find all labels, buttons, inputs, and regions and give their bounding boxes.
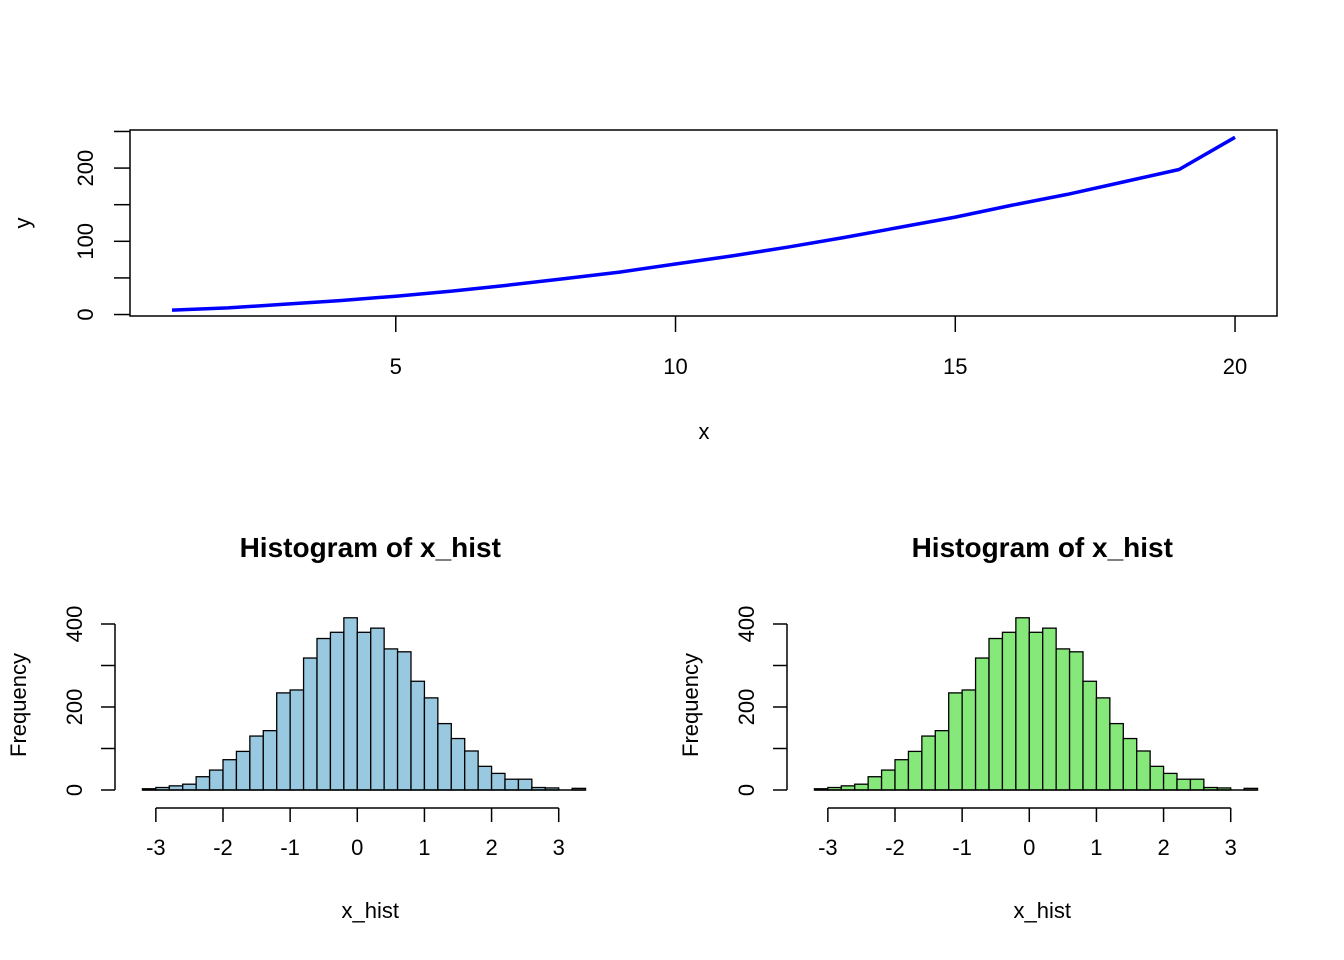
y-tick-label: 200 xyxy=(62,689,87,726)
y-tick-label: 0 xyxy=(62,784,87,796)
y-axis-label: Frequency xyxy=(6,653,31,757)
histogram-bar xyxy=(276,692,291,791)
histogram-bar xyxy=(316,637,332,791)
histogram-bar xyxy=(974,657,990,791)
histogram-bar xyxy=(222,759,238,791)
histogram-bar xyxy=(1055,648,1071,791)
histogram-bar xyxy=(880,769,896,791)
x-tick-label: -3 xyxy=(818,835,838,860)
histogram-bar xyxy=(1122,737,1138,791)
x-tick-label: -3 xyxy=(146,835,166,860)
histogram-bar xyxy=(329,631,345,791)
x-tick-label: -2 xyxy=(213,835,233,860)
histogram-bar xyxy=(1109,722,1124,791)
histogram-bar xyxy=(477,765,493,791)
x-axis-label: x_hist xyxy=(342,898,399,923)
histogram-bar xyxy=(262,730,278,791)
histogram-bar xyxy=(1095,697,1111,791)
histogram-bar xyxy=(249,735,264,791)
chart-title: Histogram of x_hist xyxy=(240,532,501,563)
histogram-bar xyxy=(450,737,466,791)
histogram-bar xyxy=(437,722,452,791)
histogram-bar xyxy=(867,776,883,791)
x-tick-label: -1 xyxy=(280,835,300,860)
y-tick-label: 400 xyxy=(734,606,759,643)
histogram-panel-green: Histogram of x_hist -3 -2 -1 0 1 2 3 0 200 400 x_hi… xyxy=(678,532,1259,923)
histogram-bar xyxy=(921,735,936,791)
histogram-bar xyxy=(1189,778,1205,791)
histogram-bar xyxy=(1136,750,1151,791)
histogram-bar xyxy=(356,631,372,791)
series-line xyxy=(171,135,1236,312)
y-tick-label: 200 xyxy=(73,150,98,187)
x-tick-label: 0 xyxy=(1023,835,1035,860)
histogram-bar xyxy=(1149,765,1165,791)
y-tick-label: 200 xyxy=(734,689,759,726)
histogram-bar xyxy=(961,689,977,791)
histogram-bar xyxy=(383,648,399,791)
x-tick-label: 0 xyxy=(351,835,363,860)
histogram-bar xyxy=(195,776,211,791)
histogram-bar xyxy=(1001,631,1017,791)
x-tick-label: -2 xyxy=(885,835,905,860)
histogram-bar xyxy=(235,750,251,791)
x-tick-label: 1 xyxy=(1090,835,1102,860)
y-tick-label: 400 xyxy=(62,606,87,643)
x-tick-label: 3 xyxy=(1225,835,1237,860)
y-axis-label: y xyxy=(10,218,35,229)
chart-title: Histogram of x_hist xyxy=(912,532,1173,563)
x-axis-label: x xyxy=(699,419,710,444)
histogram-bar xyxy=(208,769,224,791)
x-tick-label: 20 xyxy=(1223,354,1247,379)
y-tick-label: 0 xyxy=(73,308,98,320)
histogram-bar xyxy=(464,750,479,791)
histogram-bar xyxy=(1042,627,1057,791)
y-axis-label: Frequency xyxy=(678,653,703,757)
plot-frame xyxy=(129,129,1278,317)
histogram-bar xyxy=(1176,778,1192,791)
histogram-bar xyxy=(948,692,963,791)
histogram-bar xyxy=(934,730,950,791)
histogram-bar xyxy=(1068,651,1084,791)
histogram-bar xyxy=(894,759,910,791)
histogram-bar xyxy=(490,772,506,791)
x-tick-label: 2 xyxy=(485,835,497,860)
histogram-bar xyxy=(410,680,426,791)
histogram-bar xyxy=(504,778,520,791)
histogram-bar xyxy=(302,657,318,791)
histogram-bar xyxy=(1082,680,1098,791)
x-tick-label: 15 xyxy=(943,354,967,379)
histogram-bar xyxy=(907,750,923,791)
histogram-bar xyxy=(182,783,197,791)
x-tick-label: 1 xyxy=(418,835,430,860)
histogram-bar xyxy=(370,627,385,791)
histogram-bar xyxy=(1015,617,1030,791)
y-tick-label: 0 xyxy=(734,784,759,796)
x-tick-label: 2 xyxy=(1157,835,1169,860)
histogram-bar xyxy=(1162,772,1178,791)
x-axis-label: x_hist xyxy=(1014,898,1071,923)
histogram-bar xyxy=(517,778,533,791)
histogram-bar xyxy=(988,637,1004,791)
histogram-panel-blue: Histogram of x_hist -3 -2 -1 0 1 2 3 0 200 400 x_hi… xyxy=(6,532,587,923)
x-tick-label: 3 xyxy=(553,835,565,860)
histogram-bar xyxy=(289,689,305,791)
histogram-bar xyxy=(343,617,358,791)
histogram-bar xyxy=(423,697,439,791)
x-tick-label: 10 xyxy=(663,354,687,379)
x-tick-label: 5 xyxy=(390,354,402,379)
histogram-bar xyxy=(396,651,412,791)
histogram-bar xyxy=(854,783,869,791)
histogram-bar xyxy=(1028,631,1044,791)
x-tick-label: -1 xyxy=(952,835,972,860)
y-tick-label: 100 xyxy=(73,223,98,260)
